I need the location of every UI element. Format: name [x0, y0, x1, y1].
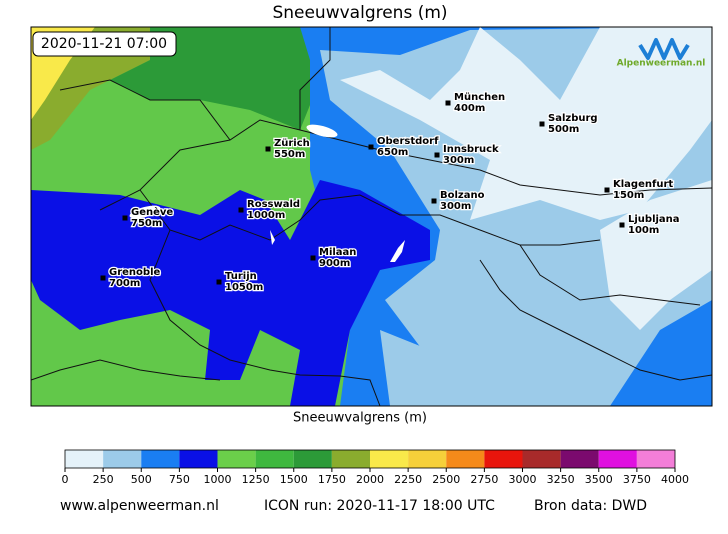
city-marker: [216, 279, 222, 285]
footer-source: Bron data: DWD: [534, 498, 647, 514]
colorbar-tick-label: 2250: [394, 473, 422, 486]
colorbar-bin: [103, 450, 142, 468]
city-marker: [310, 255, 316, 261]
colorbar-bin: [560, 450, 599, 468]
colorbar-bin: [255, 450, 294, 468]
colorbar-bin: [446, 450, 485, 468]
logo: Alpenweerman.nl: [617, 59, 706, 69]
colorbar-tick-label: 2750: [470, 473, 498, 486]
colorbar-tick-label: 1750: [318, 473, 346, 486]
city-marker: [122, 215, 128, 221]
colorbar-bin: [522, 450, 561, 468]
city-marker: [539, 121, 545, 127]
city-name: Turijn: [225, 271, 257, 282]
colorbar-tick-label: 4000: [661, 473, 689, 486]
colorbar-bin: [217, 450, 256, 468]
colorbar-bin: [370, 450, 409, 468]
city-name: Innsbruck: [443, 144, 499, 155]
colorbar-tick-label: 500: [131, 473, 152, 486]
colorbar-tick-label: 1500: [280, 473, 308, 486]
colorbar-tick-label: 250: [93, 473, 114, 486]
map: 2020-11-21 07:00 Alpenweerman.nl München…: [30, 26, 713, 426]
colorbar-bin: [141, 450, 180, 468]
city-marker: [238, 207, 244, 213]
city-value: 300m: [440, 201, 471, 212]
city-name: München: [454, 92, 505, 103]
city-marker: [619, 222, 625, 228]
city-name: Grenoble: [109, 267, 160, 278]
footer-site: www.alpenweerman.nl: [60, 498, 219, 514]
city-name: Zürich: [274, 138, 310, 149]
city-name: Milaan: [319, 247, 356, 258]
city-marker: [604, 187, 610, 193]
colorbar-tick-label: 3500: [585, 473, 613, 486]
colorbar-tick-label: 3000: [509, 473, 537, 486]
timestamp-box: [32, 31, 177, 57]
city-value: 1050m: [225, 282, 263, 293]
city-marker: [265, 146, 271, 152]
colorbar-bin: [484, 450, 523, 468]
city-marker: [100, 275, 106, 281]
colorbar-tick-label: 2000: [356, 473, 384, 486]
colorbar-tick-label: 3250: [547, 473, 575, 486]
colorbar-tick-label: 1000: [204, 473, 232, 486]
city-name: Bolzano: [440, 190, 485, 201]
city-value: 150m: [613, 190, 644, 201]
colorbar-tick-label: 3750: [623, 473, 651, 486]
city-value: 300m: [443, 155, 474, 166]
city-value: 750m: [131, 218, 162, 229]
city-value: 650m: [377, 147, 408, 158]
footer-run: ICON run: 2020-11-17 18:00 UTC: [264, 498, 495, 514]
city-value: 400m: [454, 103, 485, 114]
colorbar-bin: [293, 450, 332, 468]
colorbar-bin: [179, 450, 218, 468]
colorbar-bin: [598, 450, 637, 468]
city-value: 100m: [628, 225, 659, 236]
city-name: Genève: [131, 206, 173, 218]
city-name: Klagenfurt: [613, 179, 673, 190]
city-name: Ljubljana: [628, 214, 680, 225]
colorbar-tick-label: 0: [62, 473, 69, 486]
city-name: Rosswald: [247, 199, 300, 210]
colorbar-bin: [408, 450, 447, 468]
city-value: 1000m: [247, 210, 285, 221]
colorbar-tick-label: 750: [169, 473, 190, 486]
city-value: 900m: [319, 258, 350, 269]
colorbar-bin: [65, 450, 104, 468]
city-value: 700m: [109, 278, 140, 289]
timestamp: 2020-11-21 07:00: [41, 36, 167, 52]
title: Sneeuwvalgrens (m): [272, 3, 447, 23]
city-name: Salzburg: [548, 113, 598, 124]
map-xlabel: Sneeuwvalgrens (m): [293, 411, 427, 426]
colorbar-bin: [636, 450, 675, 468]
city-value: 550m: [274, 149, 305, 160]
city-marker: [368, 144, 374, 150]
city-marker: [434, 152, 440, 158]
city-marker: [445, 100, 451, 106]
colorbar-tick-label: 1250: [242, 473, 270, 486]
city-value: 500m: [548, 124, 579, 135]
colorbar-bin: [331, 450, 370, 468]
colorbar: 0 250 500 750 1000 1250 1500 1750 2000 2250 2500 27…: [62, 449, 689, 486]
city-marker: [431, 198, 437, 204]
city-name: Oberstdorf: [377, 136, 439, 147]
colorbar-tick-label: 2500: [432, 473, 460, 486]
